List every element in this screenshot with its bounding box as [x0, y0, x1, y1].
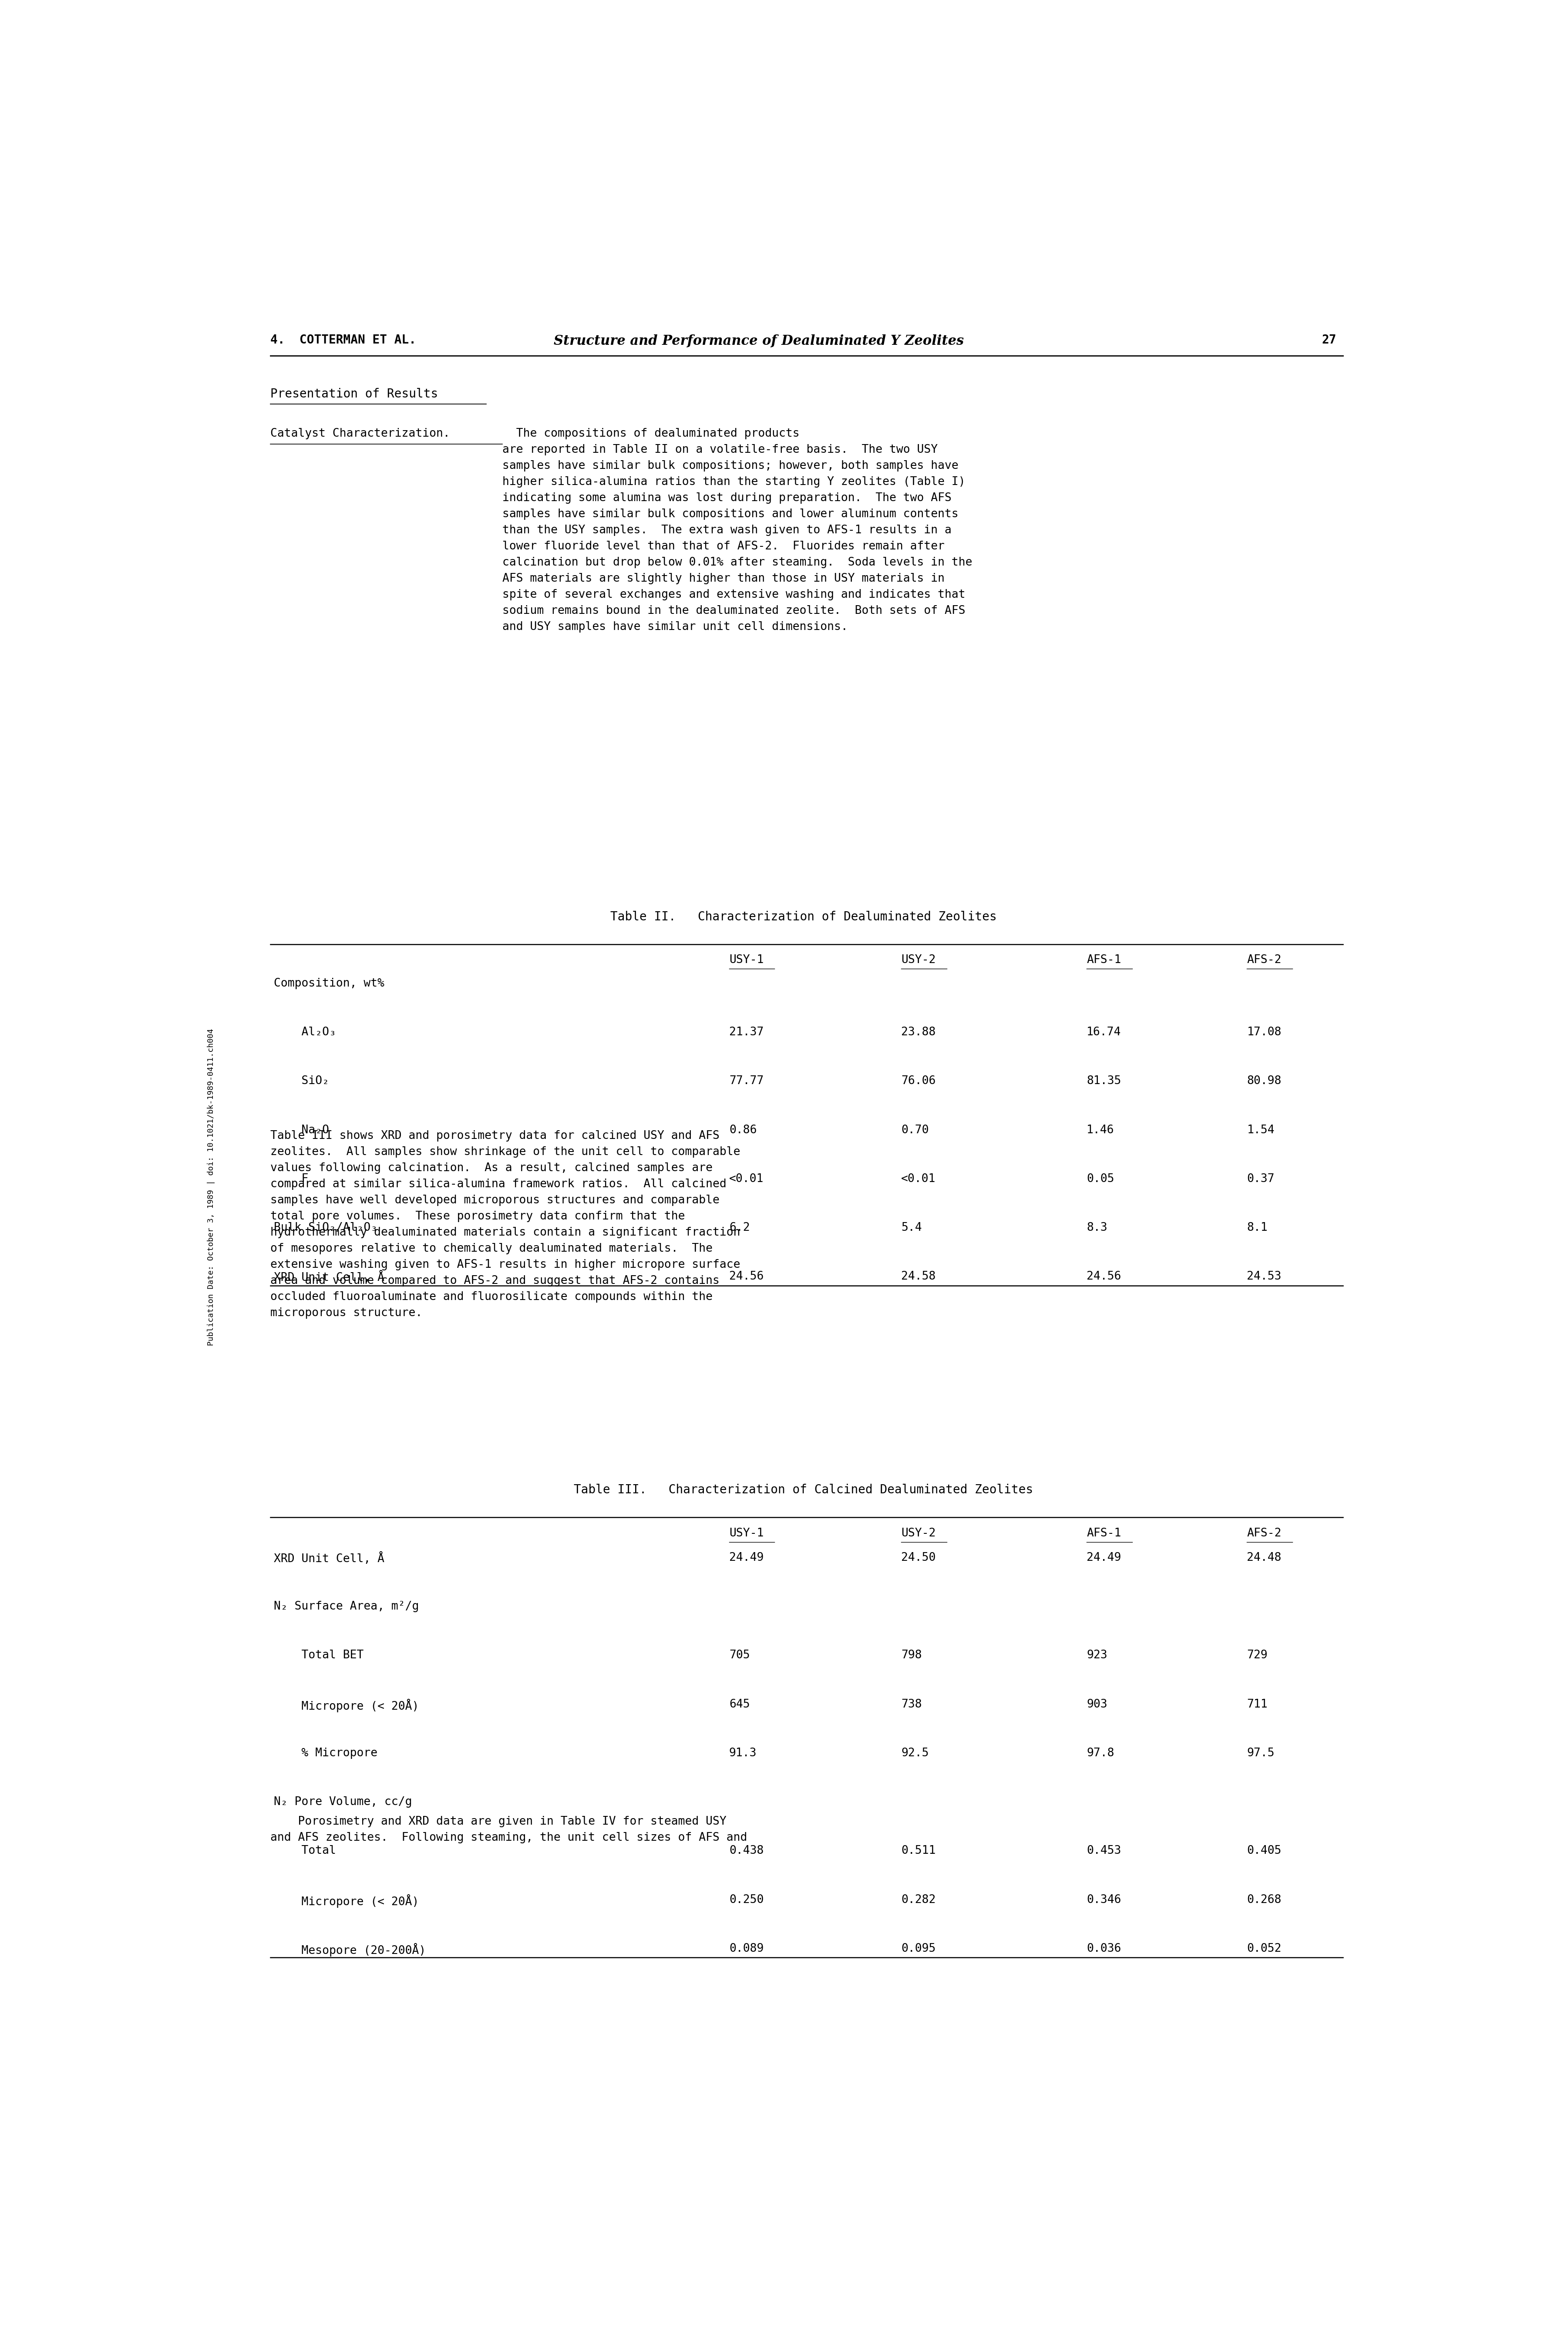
Text: 5.4: 5.4: [902, 1223, 922, 1234]
Text: 0.268: 0.268: [1247, 1895, 1281, 1904]
Text: 91.3: 91.3: [729, 1747, 757, 1759]
Text: USY-1: USY-1: [729, 955, 764, 966]
Text: Publication Date: October 3, 1989 | doi: 10.1021/bk-1989-0411.ch004: Publication Date: October 3, 1989 | doi:…: [207, 1030, 215, 1345]
Text: 24.56: 24.56: [729, 1272, 764, 1281]
Text: 738: 738: [902, 1700, 922, 1709]
Text: 24.50: 24.50: [902, 1552, 936, 1563]
Text: Total BET: Total BET: [273, 1650, 364, 1662]
Text: 0.70: 0.70: [902, 1124, 928, 1136]
Text: 21.37: 21.37: [729, 1027, 764, 1037]
Text: Table II.   Characterization of Dealuminated Zeolites: Table II. Characterization of Dealuminat…: [610, 910, 997, 924]
Text: 0.052: 0.052: [1247, 1942, 1281, 1954]
Text: USY-1: USY-1: [729, 1528, 764, 1540]
Text: 81.35: 81.35: [1087, 1074, 1121, 1086]
Text: 923: 923: [1087, 1650, 1107, 1662]
Text: 24.48: 24.48: [1247, 1552, 1281, 1563]
Text: 27: 27: [1322, 334, 1336, 346]
Text: 0.282: 0.282: [902, 1895, 936, 1904]
Text: Structure and Performance of Dealuminated Y Zeolites: Structure and Performance of Dealuminate…: [554, 334, 964, 348]
Text: Presentation of Results: Presentation of Results: [270, 388, 437, 400]
Text: USY-2: USY-2: [902, 955, 936, 966]
Text: 24.49: 24.49: [729, 1552, 764, 1563]
Text: XRD Unit Cell, Å: XRD Unit Cell, Å: [273, 1552, 384, 1566]
Text: 0.089: 0.089: [729, 1942, 764, 1954]
Text: N₂ Surface Area, m²/g: N₂ Surface Area, m²/g: [273, 1601, 419, 1613]
Text: USY-2: USY-2: [902, 1528, 936, 1540]
Text: 6.2: 6.2: [729, 1223, 750, 1234]
Text: Composition, wt%: Composition, wt%: [273, 978, 384, 990]
Text: 23.88: 23.88: [902, 1027, 936, 1037]
Text: 0.346: 0.346: [1087, 1895, 1121, 1904]
Text: 0.095: 0.095: [902, 1942, 936, 1954]
Text: 24.58: 24.58: [902, 1272, 936, 1281]
Text: 0.511: 0.511: [902, 1846, 936, 1857]
Text: 645: 645: [729, 1700, 750, 1709]
Text: 0.37: 0.37: [1247, 1173, 1275, 1185]
Text: 729: 729: [1247, 1650, 1267, 1662]
Text: SiO₂: SiO₂: [273, 1074, 329, 1086]
Text: XRD Unit Cell, Å: XRD Unit Cell, Å: [273, 1272, 384, 1284]
Text: AFS-1: AFS-1: [1087, 955, 1121, 966]
Text: Na₂O: Na₂O: [273, 1124, 329, 1136]
Text: 903: 903: [1087, 1700, 1107, 1709]
Text: 80.98: 80.98: [1247, 1074, 1281, 1086]
Text: <0.01: <0.01: [902, 1173, 936, 1185]
Text: 705: 705: [729, 1650, 750, 1662]
Text: 92.5: 92.5: [902, 1747, 928, 1759]
Text: 0.05: 0.05: [1087, 1173, 1115, 1185]
Text: AFS-1: AFS-1: [1087, 1528, 1121, 1540]
Text: Total: Total: [273, 1846, 336, 1857]
Text: 0.036: 0.036: [1087, 1942, 1121, 1954]
Text: 17.08: 17.08: [1247, 1027, 1281, 1037]
Text: 0.453: 0.453: [1087, 1846, 1121, 1857]
Text: Table III.   Characterization of Calcined Dealuminated Zeolites: Table III. Characterization of Calcined …: [574, 1483, 1033, 1495]
Text: Mesopore (20-200Å): Mesopore (20-200Å): [273, 1942, 425, 1956]
Text: 1.54: 1.54: [1247, 1124, 1275, 1136]
Text: 1.46: 1.46: [1087, 1124, 1115, 1136]
Text: AFS-2: AFS-2: [1247, 955, 1281, 966]
Text: AFS-2: AFS-2: [1247, 1528, 1281, 1540]
Text: 8.1: 8.1: [1247, 1223, 1267, 1234]
Text: 0.405: 0.405: [1247, 1846, 1281, 1857]
Text: 0.438: 0.438: [729, 1846, 764, 1857]
Text: <0.01: <0.01: [729, 1173, 764, 1185]
Text: 24.49: 24.49: [1087, 1552, 1121, 1563]
Text: 711: 711: [1247, 1700, 1267, 1709]
Text: 97.8: 97.8: [1087, 1747, 1115, 1759]
Text: 24.53: 24.53: [1247, 1272, 1281, 1281]
Text: 16.74: 16.74: [1087, 1027, 1121, 1037]
Text: 0.250: 0.250: [729, 1895, 764, 1904]
Text: Al₂O₃: Al₂O₃: [273, 1027, 336, 1037]
Text: % Micropore: % Micropore: [273, 1747, 378, 1759]
Text: Table III shows XRD and porosimetry data for calcined USY and AFS
zeolites.  All: Table III shows XRD and porosimetry data…: [270, 1131, 740, 1319]
Text: F: F: [273, 1173, 309, 1185]
Text: Micropore (< 20Å): Micropore (< 20Å): [273, 1895, 419, 1907]
Text: Porosimetry and XRD data are given in Table IV for steamed USY
and AFS zeolites.: Porosimetry and XRD data are given in Ta…: [270, 1815, 746, 1843]
Text: 77.77: 77.77: [729, 1074, 764, 1086]
Text: N₂ Pore Volume, cc/g: N₂ Pore Volume, cc/g: [273, 1796, 412, 1808]
Text: The compositions of dealuminated products
are reported in Table II on a volatile: The compositions of dealuminated product…: [502, 428, 972, 632]
Text: 24.56: 24.56: [1087, 1272, 1121, 1281]
Text: 8.3: 8.3: [1087, 1223, 1107, 1234]
Text: Bulk SiO₂/Al₂O₃: Bulk SiO₂/Al₂O₃: [273, 1223, 378, 1234]
Text: Micropore (< 20Å): Micropore (< 20Å): [273, 1700, 419, 1712]
Text: 97.5: 97.5: [1247, 1747, 1275, 1759]
Text: 76.06: 76.06: [902, 1074, 936, 1086]
Text: 0.86: 0.86: [729, 1124, 757, 1136]
Text: Catalyst Characterization.: Catalyst Characterization.: [270, 428, 450, 440]
Text: 798: 798: [902, 1650, 922, 1662]
Text: 4.  COTTERMAN ET AL.: 4. COTTERMAN ET AL.: [270, 334, 416, 346]
